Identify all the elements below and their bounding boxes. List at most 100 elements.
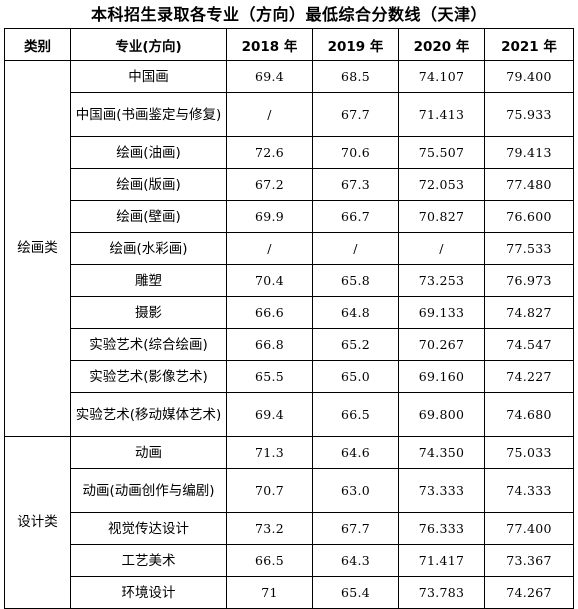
major-cell: 视觉传达设计 <box>70 512 227 545</box>
score-2021: 79.413 <box>484 136 574 169</box>
score-2021: 74.680 <box>484 392 574 437</box>
table-row: 摄影 66.6 64.8 69.133 74.827 <box>5 296 574 329</box>
score-2021: 74.547 <box>484 328 574 361</box>
score-2018: 65.5 <box>226 360 313 393</box>
category-cell: 设计类 <box>4 436 71 609</box>
score-2019: 67.7 <box>312 92 399 137</box>
score-2021: 74.333 <box>484 468 574 513</box>
score-2019: 67.7 <box>312 512 399 545</box>
table-row: 实验艺术(综合绘画) 66.8 65.2 70.267 74.547 <box>5 328 574 361</box>
score-2021: 73.367 <box>484 544 574 577</box>
table-row: 环境设计 71 65.4 73.783 74.267 <box>5 576 574 609</box>
score-2020: 71.417 <box>398 544 485 577</box>
major-cell: 绘画(水彩画) <box>70 232 227 265</box>
score-2018: 71.3 <box>226 436 313 469</box>
score-2018: 69.9 <box>226 200 313 233</box>
score-2018: 69.4 <box>226 392 313 437</box>
score-2020: 72.053 <box>398 168 485 201</box>
table-row: 设计类 动画 71.3 64.6 74.350 75.033 <box>4 436 574 609</box>
score-2019: 65.0 <box>312 360 399 393</box>
major-cell: 实验艺术(综合绘画) <box>70 328 227 361</box>
score-2018: 70.7 <box>226 468 313 513</box>
table-row: 绘画(版画) 67.2 67.3 72.053 77.480 <box>5 168 574 201</box>
major-cell: 实验艺术(移动媒体艺术) <box>70 392 227 437</box>
score-2018: 69.4 <box>226 60 313 93</box>
header-2020: 2020 年 <box>398 28 485 61</box>
category-cell: 绘画类 <box>4 60 71 437</box>
score-2021: 74.267 <box>484 576 574 609</box>
score-2018: 66.6 <box>226 296 313 329</box>
score-2021: 74.827 <box>484 296 574 329</box>
major-cell: 绘画(油画) <box>70 136 227 169</box>
score-2018: 73.2 <box>226 512 313 545</box>
score-2020: 73.333 <box>398 468 485 513</box>
score-2019: 65.8 <box>312 264 399 297</box>
score-2020: 74.107 <box>398 60 485 93</box>
major-cell: 中国画 <box>70 60 227 93</box>
score-2020: 76.333 <box>398 512 485 545</box>
score-2021: 77.533 <box>484 232 574 265</box>
score-2020: 70.827 <box>398 200 485 233</box>
table-row: 绘画类 中国画 69.4 68.5 74.107 79.400 <box>4 60 574 437</box>
major-cell: 工艺美术 <box>70 544 227 577</box>
table-row: 雕塑 70.4 65.8 73.253 76.973 <box>5 264 574 297</box>
table-row: 绘画(水彩画) / / / 77.533 <box>5 232 574 265</box>
score-2018: 70.4 <box>226 264 313 297</box>
score-2019: / <box>312 232 399 265</box>
score-table: 类别 专业(方向) 2018 年 2019 年 2020 年 2021 年 绘画… <box>4 28 574 609</box>
score-2020: 69.160 <box>398 360 485 393</box>
score-2020: / <box>398 232 485 265</box>
major-cell: 中国画(书画鉴定与修复) <box>70 92 227 137</box>
score-2018: / <box>226 92 313 137</box>
score-2019: 68.5 <box>312 60 399 93</box>
header-2021: 2021 年 <box>484 28 574 61</box>
score-2019: 70.6 <box>312 136 399 169</box>
table-row: 视觉传达设计 73.2 67.7 76.333 77.400 <box>5 512 574 545</box>
header-major: 专业(方向) <box>70 28 227 61</box>
major-cell: 环境设计 <box>70 576 227 609</box>
score-2021: 75.933 <box>484 92 574 137</box>
score-2021: 76.600 <box>484 200 574 233</box>
score-2021: 74.227 <box>484 360 574 393</box>
score-2021: 77.480 <box>484 168 574 201</box>
score-2019: 63.0 <box>312 468 399 513</box>
score-2020: 70.267 <box>398 328 485 361</box>
score-2021: 77.400 <box>484 512 574 545</box>
score-2019: 64.8 <box>312 296 399 329</box>
table-row: 工艺美术 66.5 64.3 71.417 73.367 <box>5 544 574 577</box>
major-cell: 摄影 <box>70 296 227 329</box>
score-2021: 76.973 <box>484 264 574 297</box>
score-2019: 64.6 <box>312 436 399 469</box>
major-cell: 动画 <box>70 436 227 469</box>
score-2018: 66.8 <box>226 328 313 361</box>
score-2018: 67.2 <box>226 168 313 201</box>
score-2019: 65.2 <box>312 328 399 361</box>
header-2019: 2019 年 <box>312 28 399 61</box>
score-2020: 74.350 <box>398 436 485 469</box>
table-row: 绘画(壁画) 69.9 66.7 70.827 76.600 <box>5 200 574 233</box>
page-title: 本科招生录取各专业（方向）最低综合分数线（天津） <box>90 5 487 24</box>
score-2019: 66.7 <box>312 200 399 233</box>
score-2021: 75.033 <box>484 436 574 469</box>
score-2019: 64.3 <box>312 544 399 577</box>
table-row: 中国画(书画鉴定与修复) / 67.7 71.413 75.933 <box>5 92 574 137</box>
score-2020: 69.800 <box>398 392 485 437</box>
score-2020: 71.413 <box>398 92 485 137</box>
major-cell: 绘画(壁画) <box>70 200 227 233</box>
major-cell: 实验艺术(影像艺术) <box>70 360 227 393</box>
score-2021: 79.400 <box>484 60 574 93</box>
score-2018: 72.6 <box>226 136 313 169</box>
major-cell: 动画(动画创作与编剧) <box>70 468 227 513</box>
score-2020: 69.133 <box>398 296 485 329</box>
header-category: 类别 <box>4 28 71 61</box>
major-cell: 绘画(版画) <box>70 168 227 201</box>
table-row: 实验艺术(移动媒体艺术) 69.4 66.5 69.800 74.680 <box>5 392 574 437</box>
table-row: 动画(动画创作与编剧) 70.7 63.0 73.333 74.333 <box>5 468 574 513</box>
score-2019: 65.4 <box>312 576 399 609</box>
score-2020: 73.783 <box>398 576 485 609</box>
header-row: 类别 专业(方向) 2018 年 2019 年 2020 年 2021 年 <box>4 28 574 61</box>
score-2018: 71 <box>226 576 313 609</box>
score-2020: 73.253 <box>398 264 485 297</box>
score-2018: / <box>226 232 313 265</box>
score-2019: 66.5 <box>312 392 399 437</box>
